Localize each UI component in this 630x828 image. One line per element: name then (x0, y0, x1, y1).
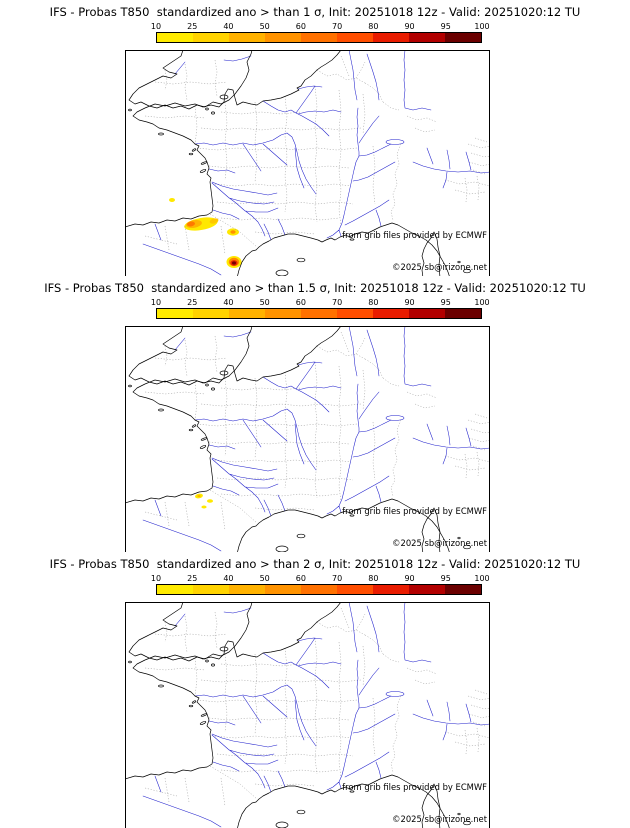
colorbar-segment (265, 33, 301, 42)
colorbar-segment (445, 33, 481, 42)
panel-sigma-1-5: IFS - Probas T850 standardized ano > tha… (0, 276, 630, 552)
probability-blobs (195, 493, 213, 509)
colorbar-tick-label: 10 (150, 22, 162, 31)
colorbar-tick-label: 25 (187, 298, 198, 307)
colorbar-tick-label: 100 (474, 298, 490, 307)
colorbar-tick-label: 80 (368, 22, 379, 31)
probability-blob (230, 230, 236, 234)
colorbar-tick-label: 70 (332, 22, 343, 31)
colorbar-segment (445, 585, 481, 594)
colorbar-tick-label: 10 (150, 298, 162, 307)
colorbar-tick-label: 90 (404, 574, 415, 583)
probability-blob (232, 261, 236, 265)
ecmwf-credit-text: from grib files provided by ECMWF (342, 506, 487, 516)
copyright-text: ©2025 sb@irizone.net (392, 814, 488, 824)
colorbar-segment (409, 33, 445, 42)
colorbar-segment (193, 33, 229, 42)
colorbar-segment (301, 585, 337, 594)
colorbar-tick-label: 40 (223, 298, 234, 307)
colorbar-tick-label: 60 (295, 22, 306, 31)
colorbar-segment (373, 585, 409, 594)
colorbar-tick-label: 50 (259, 574, 270, 583)
probability-blob (209, 218, 219, 224)
colorbar-tick-label: 95 (440, 298, 451, 307)
panel-sigma-2: IFS - Probas T850 standardized ano > tha… (0, 552, 630, 828)
colorbar-tick-label: 60 (295, 298, 306, 307)
colorbar-segment (337, 309, 373, 318)
colorbar-tick-label: 70 (332, 298, 343, 307)
probability-blob (169, 198, 175, 202)
colorbar-tick-label: 60 (295, 574, 306, 583)
copyright-text: ©2025 sb@irizone.net (392, 538, 488, 548)
map-sigma-1-5: from grib files provided by ECMWF ©2025 … (125, 326, 490, 552)
colorbar: 10 25 40 50 60 70 80 90 95 100 (151, 298, 490, 319)
panel-title: IFS - Probas T850 standardized ano > tha… (49, 5, 581, 19)
colorbar-segment (373, 309, 409, 318)
colorbar-segment (157, 33, 193, 42)
colorbar-tick-label: 80 (368, 298, 379, 307)
colorbar-tick-label: 100 (474, 22, 490, 31)
colorbar-tick-label: 25 (187, 22, 198, 31)
colorbar-segment (265, 309, 301, 318)
copyright-text: ©2025 sb@irizone.net (392, 262, 488, 272)
colorbar-segment (337, 33, 373, 42)
panel-title: IFS - Probas T850 standardized ano > tha… (49, 557, 581, 571)
basemap-use (125, 326, 490, 552)
colorbar-segment (193, 309, 229, 318)
map-sigma-1: from grib files provided by ECMWF ©2025 … (125, 50, 490, 276)
colorbar-segment (229, 309, 265, 318)
map-sigma-2: from grib files provided by ECMWF ©2025 … (125, 602, 490, 828)
probability-blob (207, 499, 213, 503)
colorbar-segment (337, 585, 373, 594)
colorbar-ticks: 10 25 40 50 60 70 80 90 95 100 (151, 22, 490, 31)
colorbar-segment (229, 33, 265, 42)
colorbar: 10 25 40 50 60 70 80 90 95 100 (151, 22, 490, 43)
colorbar-bar (156, 584, 482, 595)
colorbar-segment (409, 585, 445, 594)
colorbar-tick-label: 90 (404, 298, 415, 307)
ecmwf-credit-text: from grib files provided by ECMWF (342, 230, 487, 240)
colorbar-ticks: 10 25 40 50 60 70 80 90 95 100 (151, 298, 490, 307)
colorbar-tick-label: 50 (259, 298, 270, 307)
colorbar-ticks: 10 25 40 50 60 70 80 90 95 100 (151, 574, 490, 583)
colorbar-segment (301, 309, 337, 318)
colorbar-tick-label: 40 (223, 22, 234, 31)
colorbar-bar (156, 32, 482, 43)
probability-blobs (169, 198, 242, 268)
colorbar-segment (409, 309, 445, 318)
basemap-use (125, 602, 490, 828)
probability-blob (187, 221, 195, 227)
colorbar-segment (445, 309, 481, 318)
colorbar-segment (157, 309, 193, 318)
colorbar-tick-label: 95 (440, 22, 451, 31)
probability-blob (201, 505, 207, 509)
probability-blob (197, 495, 201, 497)
colorbar-tick-label: 70 (332, 574, 343, 583)
colorbar-tick-label: 100 (474, 574, 490, 583)
colorbar: 10 25 40 50 60 70 80 90 95 100 (151, 574, 490, 595)
panel-sigma-1: IFS - Probas T850 standardized ano > tha… (0, 0, 630, 276)
colorbar-segment (265, 585, 301, 594)
colorbar-tick-label: 90 (404, 22, 415, 31)
colorbar-segment (193, 585, 229, 594)
basemap-use (125, 50, 490, 276)
colorbar-tick-label: 25 (187, 574, 198, 583)
colorbar-tick-label: 10 (150, 574, 162, 583)
colorbar-segment (373, 33, 409, 42)
colorbar-segment (229, 585, 265, 594)
colorbar-segment (301, 33, 337, 42)
colorbar-tick-label: 40 (223, 574, 234, 583)
panel-title: IFS - Probas T850 standardized ano > tha… (44, 281, 586, 295)
colorbar-tick-label: 50 (259, 22, 270, 31)
colorbar-bar (156, 308, 482, 319)
colorbar-tick-label: 95 (440, 574, 451, 583)
ecmwf-credit-text: from grib files provided by ECMWF (342, 782, 487, 792)
colorbar-tick-label: 80 (368, 574, 379, 583)
colorbar-segment (157, 585, 193, 594)
